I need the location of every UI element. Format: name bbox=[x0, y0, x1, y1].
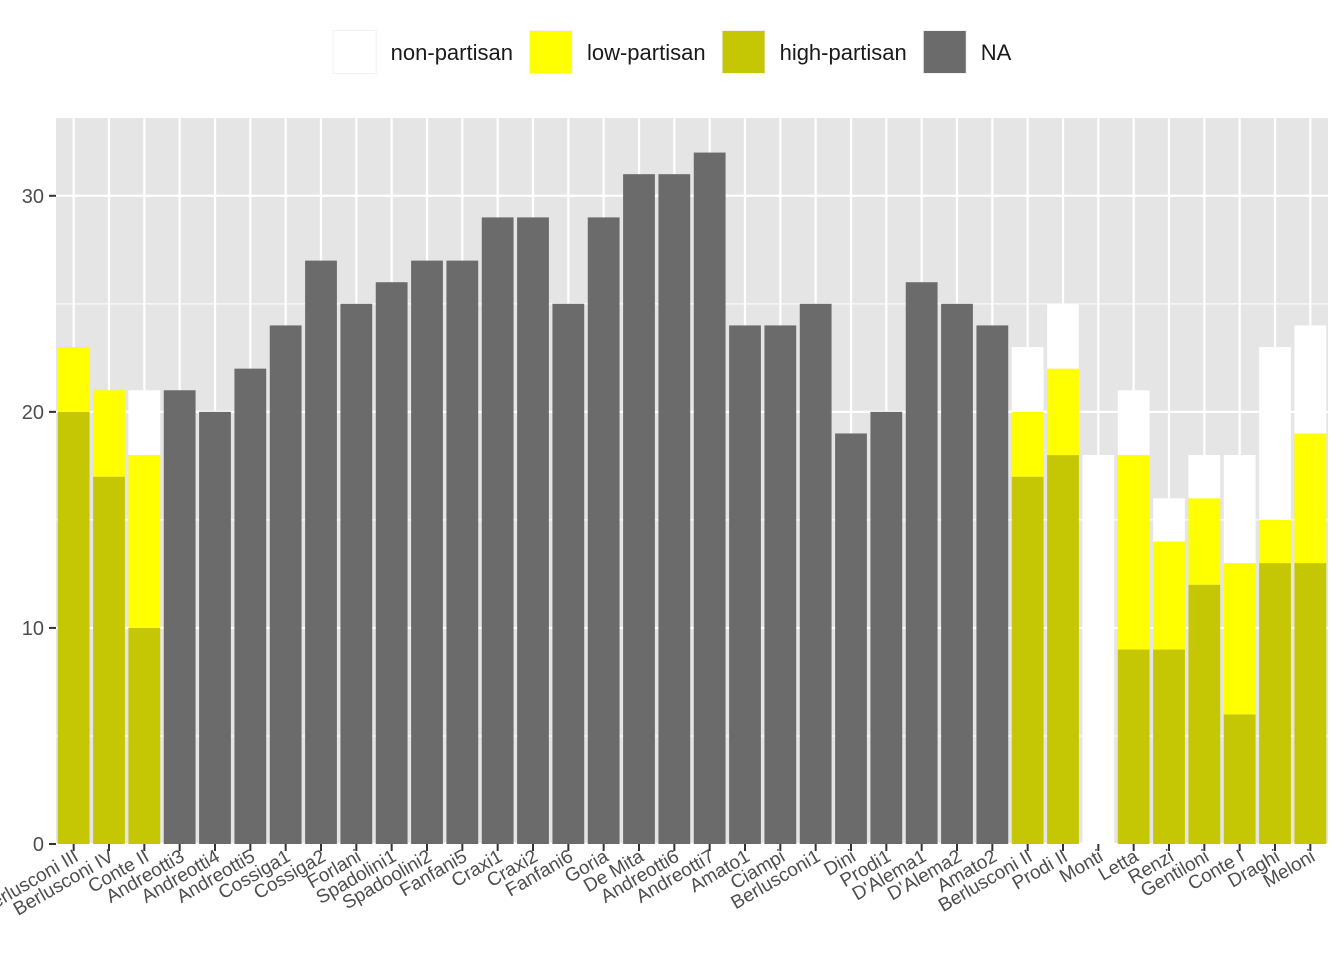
bar-segment bbox=[1259, 563, 1291, 844]
bar-segment bbox=[269, 325, 302, 844]
bar-segment bbox=[481, 217, 514, 845]
bar-segment bbox=[375, 282, 408, 844]
bar-segment bbox=[552, 303, 585, 845]
legend-label: high-partisan bbox=[780, 40, 907, 65]
bar-segment bbox=[587, 217, 620, 845]
bar-segment bbox=[1047, 368, 1079, 456]
bar-segment bbox=[693, 152, 726, 845]
bar-segment bbox=[1047, 303, 1079, 369]
bar-segment bbox=[517, 217, 549, 845]
bar-segment bbox=[729, 325, 761, 844]
bar-segment bbox=[1117, 649, 1150, 844]
bar-segment bbox=[199, 411, 231, 844]
bar-segment bbox=[1011, 347, 1044, 412]
legend-item: high-partisan bbox=[721, 30, 907, 74]
bar-segment bbox=[1294, 325, 1327, 434]
bar-segment bbox=[446, 260, 479, 844]
bar-segment bbox=[93, 390, 125, 477]
bar-segment bbox=[976, 325, 1009, 844]
bar-segment bbox=[1259, 519, 1291, 564]
legend-label: low-partisan bbox=[587, 40, 706, 65]
legend-swatch bbox=[529, 31, 572, 73]
bar-segment bbox=[1188, 455, 1221, 499]
legend: non-partisan low-partisan high-partisan NA bbox=[332, 30, 1012, 74]
bar-segment bbox=[1223, 714, 1256, 844]
bar-segment bbox=[1223, 563, 1256, 715]
bar-segment bbox=[1153, 649, 1185, 844]
legend-label: NA bbox=[981, 40, 1012, 65]
bar-segment bbox=[799, 303, 832, 845]
bar-segment bbox=[1082, 455, 1115, 844]
bar-segment bbox=[163, 390, 196, 844]
bar-segment bbox=[1294, 433, 1327, 564]
bar-segment bbox=[1294, 563, 1327, 844]
bar-segment bbox=[57, 347, 90, 412]
y-tick-label: 0 bbox=[33, 834, 44, 856]
bar-segment bbox=[1259, 347, 1291, 520]
bar-segment bbox=[1223, 455, 1256, 564]
bar-segment bbox=[128, 455, 161, 628]
bar-segment bbox=[340, 303, 373, 845]
bars bbox=[57, 152, 1327, 845]
bar-segment bbox=[1153, 498, 1185, 542]
legend-swatch bbox=[333, 31, 376, 73]
bar-segment bbox=[1117, 455, 1150, 650]
legend-item: NA bbox=[922, 30, 1012, 74]
legend-swatch bbox=[722, 31, 765, 73]
legend-swatch bbox=[923, 31, 966, 73]
bar-segment bbox=[941, 303, 973, 845]
bar-segment bbox=[57, 411, 90, 844]
bar-segment bbox=[1011, 411, 1044, 477]
bar-segment bbox=[623, 174, 655, 844]
bar-segment bbox=[1117, 390, 1150, 456]
bar-segment bbox=[1153, 541, 1185, 650]
bar-segment bbox=[1047, 455, 1079, 844]
y-tick-label: 30 bbox=[22, 186, 44, 208]
y-tick-label: 20 bbox=[22, 402, 44, 424]
bar-segment bbox=[234, 368, 267, 844]
y-tick-label: 10 bbox=[22, 618, 44, 640]
legend-label: non-partisan bbox=[391, 40, 513, 65]
plot-panel bbox=[56, 118, 1328, 844]
bar-segment bbox=[835, 433, 867, 844]
bar-segment bbox=[93, 476, 125, 844]
bar-segment bbox=[1188, 584, 1221, 844]
bar-segment bbox=[905, 282, 938, 844]
bar-segment bbox=[1011, 476, 1044, 844]
bar-segment bbox=[1188, 498, 1221, 585]
bar-segment bbox=[411, 260, 443, 844]
legend-item: non-partisan bbox=[332, 30, 513, 74]
bar-segment bbox=[305, 260, 337, 844]
bar-segment bbox=[658, 174, 691, 844]
legend-item: low-partisan bbox=[528, 30, 706, 74]
bar-segment bbox=[764, 325, 797, 844]
bar-segment bbox=[870, 411, 903, 844]
bar-segment bbox=[128, 390, 161, 456]
bar-segment bbox=[128, 627, 161, 844]
y-axis: 0 10 20 30 bbox=[22, 186, 56, 856]
